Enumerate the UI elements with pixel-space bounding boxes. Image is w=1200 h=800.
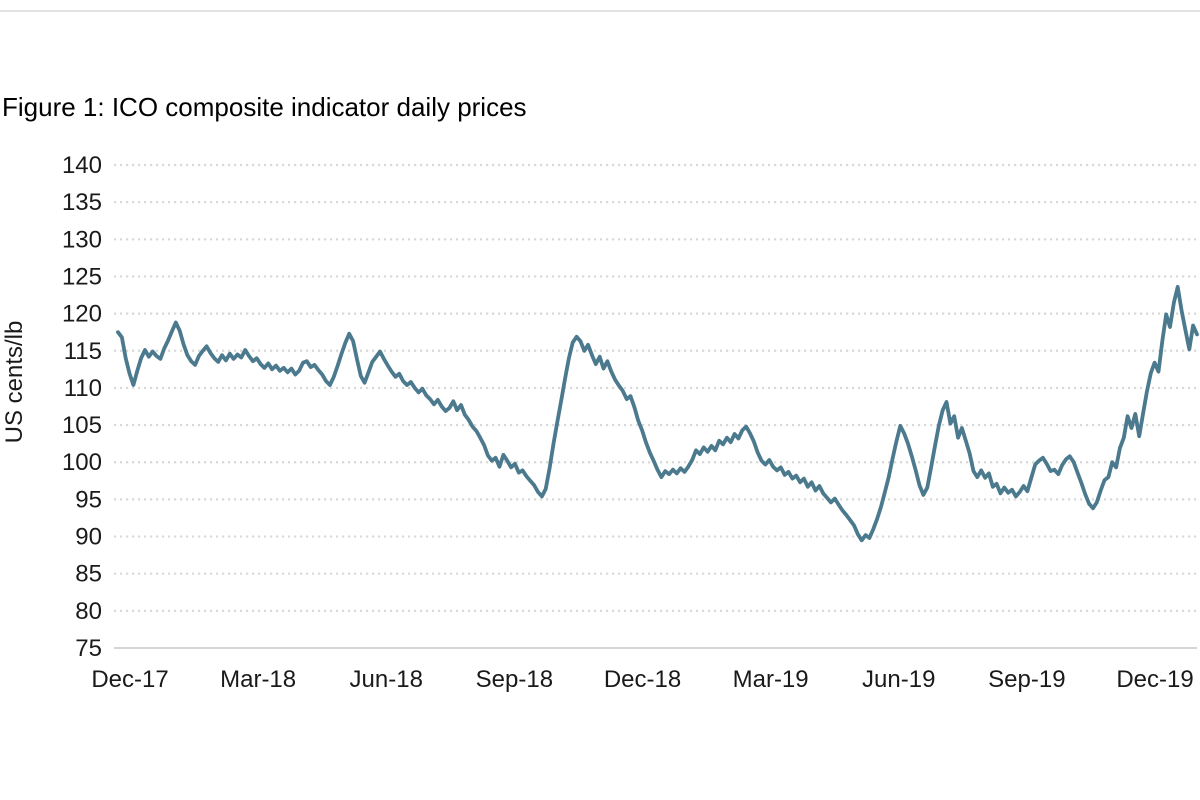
y-axis-title: US cents/lb: [1, 321, 28, 444]
y-tick-label-85: 85: [75, 561, 102, 588]
y-tick-label-80: 80: [75, 598, 102, 625]
x-tick-label-Jun-19: Jun-19: [862, 666, 935, 693]
figure-title: Figure 1: ICO composite indicator daily …: [2, 92, 527, 122]
x-tick-label-Dec-19: Dec-19: [1116, 666, 1193, 693]
y-tick-label-110: 110: [64, 375, 102, 402]
y-tick-label-115: 115: [64, 338, 102, 365]
x-tick-label-Mar-19: Mar-19: [733, 666, 809, 693]
y-tick-label-90: 90: [75, 524, 102, 551]
y-tick-label-75: 75: [75, 635, 102, 662]
y-tick-label-100: 100: [62, 449, 102, 476]
y-tick-label-105: 105: [62, 412, 102, 439]
top-divider: [0, 10, 1200, 12]
x-tick-label-Sep-19: Sep-19: [988, 666, 1065, 693]
y-tick-label-135: 135: [62, 189, 102, 216]
y-tick-label-130: 130: [62, 226, 102, 253]
y-tick-label-95: 95: [75, 486, 102, 513]
x-tick-label-Sep-18: Sep-18: [476, 666, 553, 693]
x-tick-label-Dec-17: Dec-17: [91, 666, 168, 693]
price-line-series: [116, 284, 1199, 543]
x-tick-label-Jun-18: Jun-18: [350, 666, 423, 693]
x-tick-label-Mar-18: Mar-18: [220, 666, 296, 693]
x-tick-label-Dec-18: Dec-18: [604, 666, 681, 693]
y-tick-label-140: 140: [62, 152, 102, 179]
y-tick-label-120: 120: [62, 301, 102, 328]
y-tick-label-125: 125: [62, 263, 102, 290]
